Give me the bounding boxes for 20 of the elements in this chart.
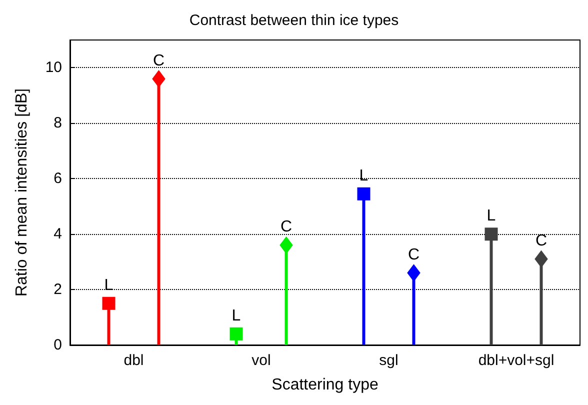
series-label: C bbox=[280, 218, 292, 236]
x-tick-label: sgl bbox=[379, 352, 398, 369]
x-tick-label: dbl bbox=[124, 352, 144, 369]
y-tick-label: 8 bbox=[54, 114, 62, 132]
x-axis-title: Scattering type bbox=[272, 376, 378, 394]
x-tick-label: vol bbox=[252, 352, 271, 369]
text: C bbox=[535, 232, 548, 250]
chart-title: Contrast between thin ice types bbox=[189, 12, 399, 29]
y-tick-label: 0 bbox=[54, 336, 62, 354]
y-axis-title: Ratio of mean intensities [dB] bbox=[14, 88, 30, 297]
text: L bbox=[359, 167, 368, 184]
y-tick-label: 10 bbox=[45, 59, 62, 76]
text: L bbox=[486, 208, 496, 225]
y-tick-label: 2 bbox=[54, 281, 62, 298]
text: L bbox=[232, 307, 241, 324]
x-tick-label: dbl+vol+sgl bbox=[478, 352, 554, 369]
y-tick-label: 4 bbox=[54, 226, 62, 243]
y-tick-label: 6 bbox=[54, 170, 62, 188]
text: C bbox=[152, 52, 165, 70]
text: C bbox=[408, 246, 420, 264]
